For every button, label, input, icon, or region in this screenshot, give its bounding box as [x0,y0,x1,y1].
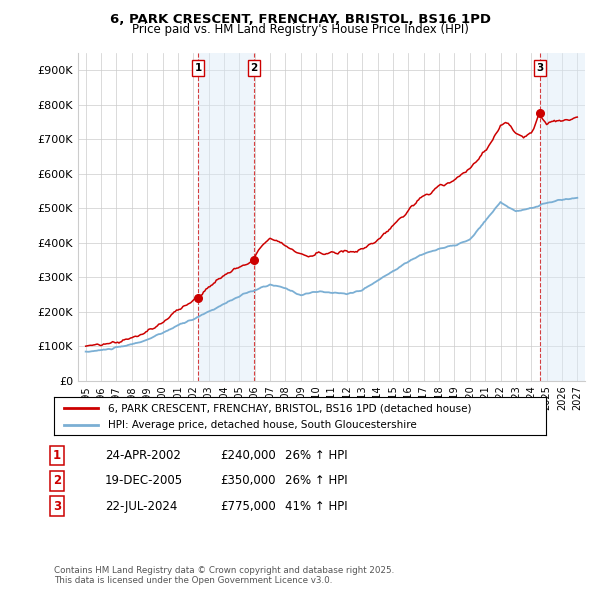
Text: £350,000: £350,000 [221,474,276,487]
Text: 1: 1 [194,63,202,73]
Text: £240,000: £240,000 [220,449,276,462]
Text: 3: 3 [53,500,61,513]
Text: 22-JUL-2024: 22-JUL-2024 [105,500,178,513]
Bar [540,53,585,381]
Text: 3: 3 [536,63,544,73]
Text: 2: 2 [251,63,258,73]
Text: 24-APR-2002: 24-APR-2002 [105,449,181,462]
Text: 2: 2 [53,474,61,487]
Text: 26% ↑ HPI: 26% ↑ HPI [285,474,347,487]
Text: 41% ↑ HPI: 41% ↑ HPI [285,500,347,513]
Text: 6, PARK CRESCENT, FRENCHAY, BRISTOL, BS16 1PD (detached house): 6, PARK CRESCENT, FRENCHAY, BRISTOL, BS1… [108,404,472,414]
Bar [198,53,254,381]
Text: 19-DEC-2005: 19-DEC-2005 [105,474,183,487]
Text: Contains HM Land Registry data © Crown copyright and database right 2025.
This d: Contains HM Land Registry data © Crown c… [54,566,394,585]
Text: 6, PARK CRESCENT, FRENCHAY, BRISTOL, BS16 1PD: 6, PARK CRESCENT, FRENCHAY, BRISTOL, BS1… [110,13,491,26]
Text: £775,000: £775,000 [220,500,276,513]
Text: HPI: Average price, detached house, South Gloucestershire: HPI: Average price, detached house, Sout… [108,421,417,430]
Text: Price paid vs. HM Land Registry's House Price Index (HPI): Price paid vs. HM Land Registry's House … [131,23,469,36]
Text: 1: 1 [53,449,61,462]
Text: 26% ↑ HPI: 26% ↑ HPI [285,449,347,462]
